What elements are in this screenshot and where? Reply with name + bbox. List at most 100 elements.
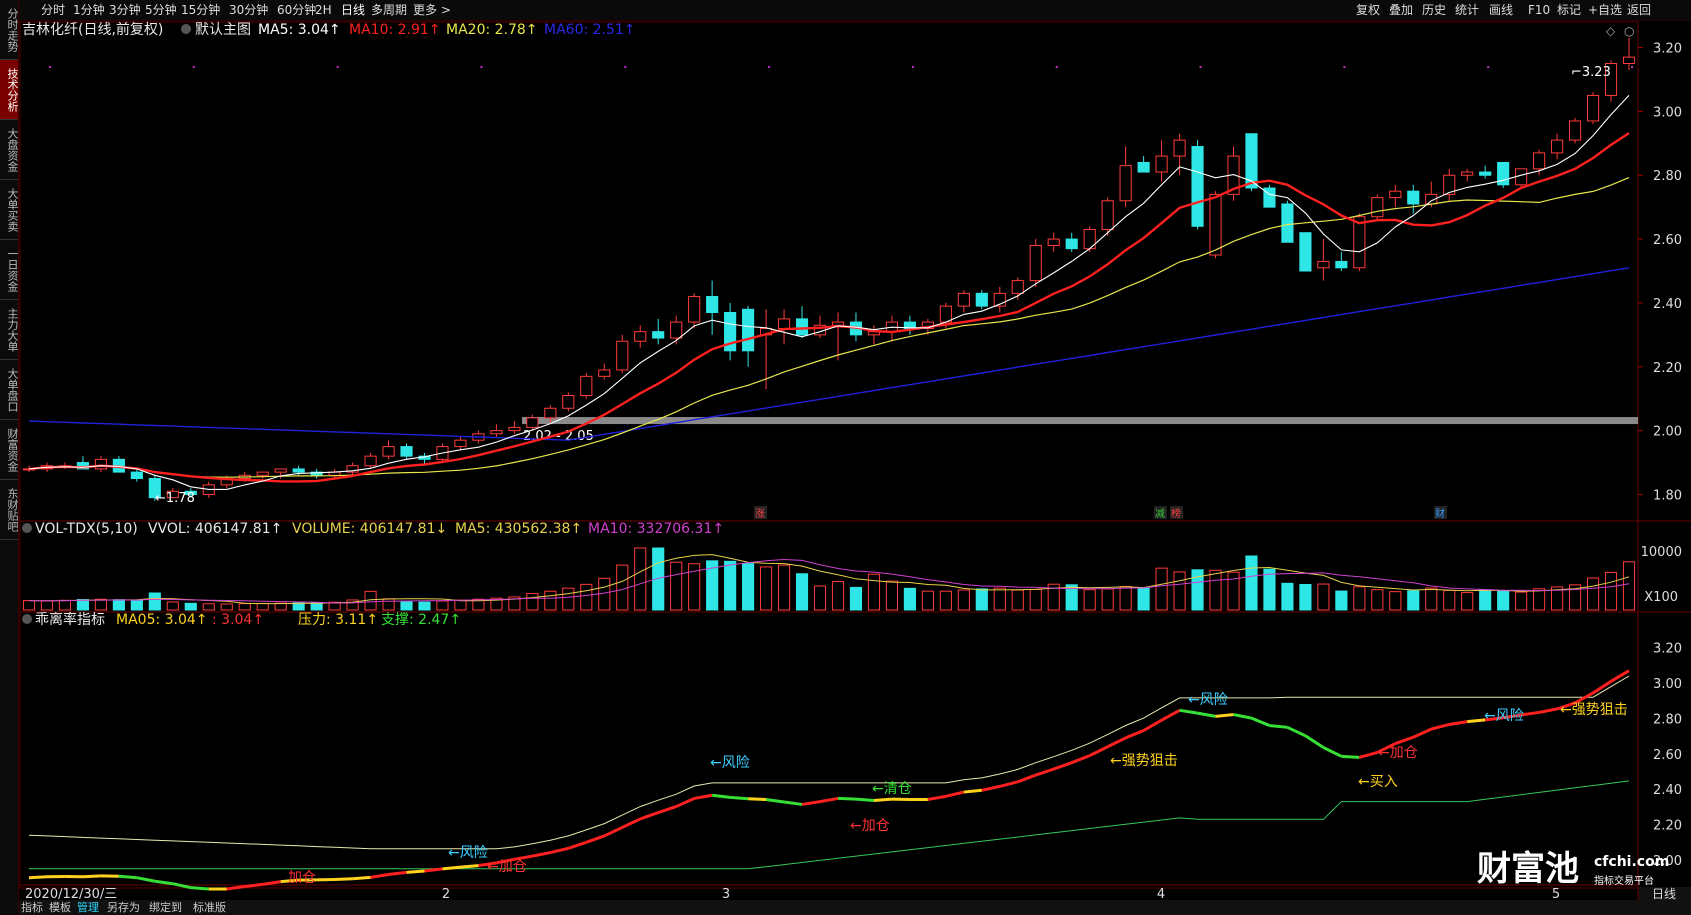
volume-bar[interactable] bbox=[993, 587, 1006, 611]
volume-bar[interactable] bbox=[1586, 577, 1600, 611]
event-marker[interactable] bbox=[1434, 506, 1447, 519]
volume-bar[interactable] bbox=[724, 560, 737, 611]
candle-body[interactable] bbox=[1407, 190, 1420, 205]
volume-bar[interactable] bbox=[1029, 589, 1042, 611]
candle-body[interactable] bbox=[130, 471, 143, 480]
volume-bar[interactable] bbox=[202, 603, 215, 611]
volume-bar[interactable] bbox=[1119, 585, 1132, 611]
period-2[interactable]: 3分钟 bbox=[109, 3, 141, 17]
candle-body[interactable] bbox=[346, 465, 359, 473]
volume-bar[interactable] bbox=[1173, 571, 1186, 611]
volume-bar[interactable] bbox=[40, 600, 54, 611]
volume-bar[interactable] bbox=[508, 596, 521, 611]
volume-bar[interactable] bbox=[831, 580, 845, 611]
tool-7[interactable]: +自选 bbox=[1588, 3, 1623, 17]
volume-bar[interactable] bbox=[274, 602, 287, 611]
candle-body[interactable] bbox=[634, 331, 647, 342]
tool-8[interactable]: 返回 bbox=[1627, 3, 1652, 17]
volume-bar[interactable] bbox=[688, 563, 701, 611]
period-9[interactable]: 多周期 bbox=[371, 3, 408, 17]
volume-bar[interactable] bbox=[706, 560, 719, 611]
volume-bar[interactable] bbox=[598, 577, 611, 611]
left-tab-1[interactable]: 技术分析 bbox=[0, 60, 18, 120]
candle-body[interactable] bbox=[1622, 56, 1636, 64]
volume-bar[interactable] bbox=[1407, 590, 1420, 611]
candle-body[interactable] bbox=[993, 292, 1006, 307]
volume-bar[interactable] bbox=[490, 597, 503, 611]
volume-bar[interactable] bbox=[526, 592, 539, 611]
volume-bar[interactable] bbox=[184, 602, 197, 611]
tool-5[interactable]: F10 bbox=[1528, 3, 1551, 17]
candle-body[interactable] bbox=[1479, 171, 1492, 176]
volume-bar[interactable] bbox=[94, 598, 107, 611]
candle-body[interactable] bbox=[975, 292, 988, 307]
candle-body[interactable] bbox=[274, 468, 287, 473]
candle-body[interactable] bbox=[777, 318, 791, 329]
period-5[interactable]: 30分钟 bbox=[229, 3, 269, 17]
event-marker[interactable] bbox=[754, 506, 767, 519]
tool-4[interactable]: 画线 bbox=[1489, 3, 1514, 17]
volume-bar[interactable] bbox=[1425, 587, 1438, 611]
volume-bar[interactable] bbox=[1011, 589, 1024, 611]
volume-bar[interactable] bbox=[400, 601, 413, 611]
volume-bar[interactable] bbox=[1515, 591, 1528, 611]
candle-body[interactable] bbox=[1011, 280, 1024, 294]
volume-bar[interactable] bbox=[957, 589, 970, 611]
candle-body[interactable] bbox=[1533, 152, 1546, 170]
volume-bar[interactable] bbox=[1191, 569, 1204, 611]
volume-bar[interactable] bbox=[1443, 589, 1456, 611]
period-7[interactable]: 2H bbox=[315, 3, 332, 17]
candle-body[interactable] bbox=[94, 458, 107, 470]
period-0[interactable]: 分时 bbox=[41, 3, 66, 17]
candle-body[interactable] bbox=[1281, 203, 1294, 243]
bottom-tab-1[interactable]: 模板 bbox=[49, 901, 71, 914]
volume-bar[interactable] bbox=[76, 599, 89, 611]
candle-body[interactable] bbox=[1191, 146, 1204, 227]
candle-body[interactable] bbox=[742, 308, 755, 352]
candle-body[interactable] bbox=[580, 375, 593, 397]
candle-body[interactable] bbox=[652, 331, 665, 339]
volume-bar[interactable] bbox=[130, 599, 143, 611]
left-tab-6[interactable]: 大单盘口 bbox=[0, 360, 18, 420]
left-tab-5[interactable]: 主力大单 bbox=[0, 300, 18, 360]
tool-6[interactable]: 标记 bbox=[1557, 3, 1582, 17]
volume-bar[interactable] bbox=[1299, 584, 1312, 611]
volume-bar[interactable] bbox=[1335, 590, 1348, 611]
tool-1[interactable]: 叠加 bbox=[1389, 3, 1414, 17]
volume-bar[interactable] bbox=[885, 580, 898, 611]
candle-body[interactable] bbox=[184, 490, 197, 495]
volume-bar[interactable] bbox=[1209, 569, 1222, 611]
volume-bar[interactable] bbox=[580, 583, 593, 611]
left-tab-0[interactable]: 分时走势 bbox=[0, 0, 18, 60]
candle-body[interactable] bbox=[166, 490, 179, 499]
candle-body[interactable] bbox=[1299, 232, 1312, 272]
candle-body[interactable] bbox=[1119, 165, 1132, 202]
candle-body[interactable] bbox=[256, 471, 269, 476]
volume-bar[interactable] bbox=[256, 602, 269, 611]
volume-bar[interactable] bbox=[634, 547, 647, 611]
volume-bar[interactable] bbox=[220, 603, 233, 611]
volume-bar[interactable] bbox=[795, 573, 809, 611]
period-1[interactable]: 1分钟 bbox=[73, 3, 105, 17]
volume-bar[interactable] bbox=[436, 600, 449, 611]
period-8[interactable]: 日线 bbox=[341, 3, 366, 17]
candle-body[interactable] bbox=[1263, 187, 1276, 208]
volume-bar[interactable] bbox=[1569, 584, 1582, 611]
volume-bar[interactable] bbox=[472, 598, 485, 611]
volume-bar[interactable] bbox=[742, 563, 755, 611]
volume-bar[interactable] bbox=[1137, 587, 1150, 611]
candle-body[interactable] bbox=[670, 321, 683, 339]
candle-body[interactable] bbox=[1389, 190, 1402, 199]
left-tab-2[interactable]: 大盘资金 bbox=[0, 120, 18, 180]
volume-bar[interactable] bbox=[1083, 589, 1096, 611]
candle-body[interactable] bbox=[1317, 260, 1330, 269]
volume-bar[interactable] bbox=[1389, 591, 1402, 611]
candle-body[interactable] bbox=[400, 446, 413, 457]
candle-body[interactable] bbox=[598, 369, 611, 377]
candle-body[interactable] bbox=[454, 439, 467, 448]
left-tab-3[interactable]: 大单买卖 bbox=[0, 180, 18, 240]
volume-bar[interactable] bbox=[1497, 590, 1510, 611]
tool-2[interactable]: 历史 bbox=[1422, 3, 1447, 17]
candle-body[interactable] bbox=[562, 395, 575, 409]
